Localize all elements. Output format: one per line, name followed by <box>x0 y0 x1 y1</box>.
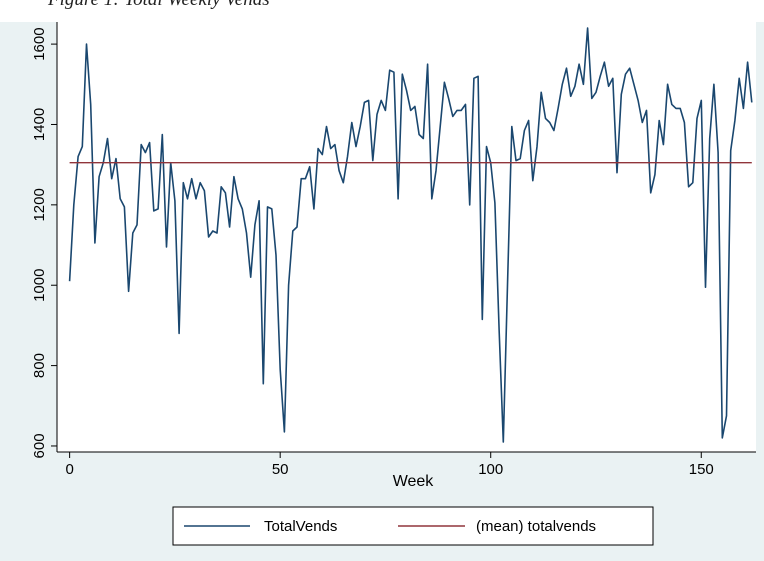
x-tick-label: 50 <box>272 461 289 478</box>
y-tick-label: 1400 <box>31 108 48 141</box>
y-tick-label: 1600 <box>31 27 48 60</box>
figure-caption-text: Figure 1: Total Weekly Vends <box>48 0 270 10</box>
x-tick-label: 0 <box>65 461 73 478</box>
legend-label-mean: (mean) totalvends <box>476 518 596 535</box>
legend: TotalVends (mean) totalvends <box>172 506 654 546</box>
y-tick-label: 600 <box>31 433 48 458</box>
chart-frame: 600 800 1000 1200 1400 1600 0 50 100 150 Week Tot… <box>0 22 764 561</box>
y-tick-label: 1000 <box>31 269 48 302</box>
x-tick-label: 100 <box>478 461 503 478</box>
series-layer <box>68 27 753 443</box>
legend-label-totalvends: TotalVends <box>264 518 337 535</box>
x-tick-label: 150 <box>689 461 714 478</box>
line-chart: 600 800 1000 1200 1400 1600 0 50 100 150 Week Tot… <box>31 22 756 546</box>
figure-caption: Figure 1: Total Weekly Vends <box>0 0 764 22</box>
plot-area <box>57 22 756 452</box>
series-line-totalvends <box>68 27 753 443</box>
y-tick-label: 1200 <box>31 188 48 221</box>
y-tick-label: 800 <box>31 353 48 378</box>
x-axis-title: Week <box>393 473 435 490</box>
axes-layer: 600 800 1000 1200 1400 1600 0 50 100 150 <box>31 22 756 478</box>
